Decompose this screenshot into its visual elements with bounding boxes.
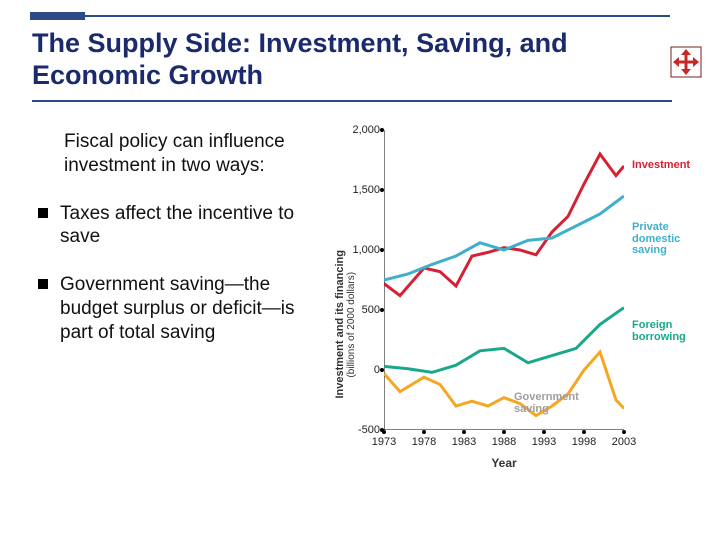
header-bar xyxy=(30,12,670,20)
x-tick-label: 2003 xyxy=(612,436,636,448)
series-label: Investment xyxy=(632,160,690,172)
page-title: The Supply Side: Investment, Saving, and… xyxy=(32,28,682,92)
bullet-item: Government saving—the budget surplus or … xyxy=(32,273,332,344)
x-tick-dot xyxy=(502,430,506,434)
series-private-domestic-saving xyxy=(384,196,624,280)
x-axis-label: Year xyxy=(384,456,624,470)
y-tick-label: -500 xyxy=(344,424,380,436)
x-tick-dot xyxy=(382,430,386,434)
title-underline xyxy=(32,100,672,102)
series-label: Governmentsaving xyxy=(514,392,579,415)
x-tick-label: 1983 xyxy=(452,436,476,448)
y-tick-dot xyxy=(380,188,384,192)
bullet-text: Government saving—the budget surplus or … xyxy=(60,273,332,344)
y-tick-dot xyxy=(380,368,384,372)
chart: Investment and its financing (billions o… xyxy=(340,130,700,490)
bullet-item: Taxes affect the incentive to save xyxy=(32,202,332,250)
header-bar-block xyxy=(30,12,85,20)
x-tick-label: 1973 xyxy=(372,436,396,448)
x-tick-dot xyxy=(462,430,466,434)
x-tick-dot xyxy=(542,430,546,434)
x-tick-label: 1988 xyxy=(492,436,516,448)
x-tick-label: 1993 xyxy=(532,436,556,448)
y-tick-label: 1,500 xyxy=(344,184,380,196)
y-axis-label-sub: (billions of 2000 dollars) xyxy=(346,271,357,377)
y-tick-label: 1,000 xyxy=(344,244,380,256)
series-label: Foreignborrowing xyxy=(632,320,686,343)
y-tick-label: 0 xyxy=(344,364,380,376)
move-icon[interactable] xyxy=(670,46,702,78)
y-tick-label: 2,000 xyxy=(344,124,380,136)
series-label: Privatedomesticsaving xyxy=(632,222,680,257)
y-tick-dot xyxy=(380,128,384,132)
plot-area: 2,0001,5001,0005000-50019731978198319881… xyxy=(384,130,624,430)
bullet-square-icon xyxy=(38,279,48,289)
y-tick-dot xyxy=(380,248,384,252)
y-axis-label-main: Investment and its financing xyxy=(334,250,346,399)
chart-svg xyxy=(384,130,624,430)
bullet-text: Taxes affect the incentive to save xyxy=(60,202,332,250)
lead-paragraph: Fiscal policy can influence investment i… xyxy=(64,130,332,178)
y-tick-label: 500 xyxy=(344,304,380,316)
x-tick-dot xyxy=(422,430,426,434)
x-tick-label: 1998 xyxy=(572,436,596,448)
y-tick-dot xyxy=(380,308,384,312)
series-government-saving xyxy=(384,352,624,416)
x-tick-dot xyxy=(582,430,586,434)
series-foreign-borrowing xyxy=(384,308,624,373)
x-tick-dot xyxy=(622,430,626,434)
header-bar-line xyxy=(85,15,670,17)
body-text: Fiscal policy can influence investment i… xyxy=(32,130,332,368)
x-tick-label: 1978 xyxy=(412,436,436,448)
bullet-square-icon xyxy=(38,208,48,218)
y-axis-label: Investment and its financing (billions o… xyxy=(334,250,348,399)
series-investment xyxy=(384,154,624,296)
